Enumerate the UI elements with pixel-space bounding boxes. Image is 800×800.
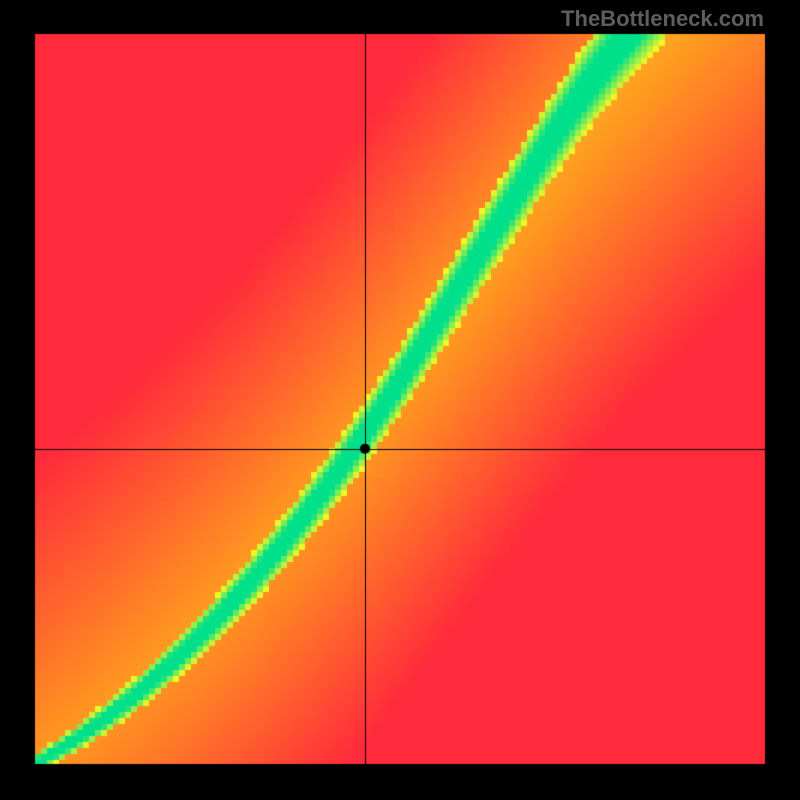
watermark-text: TheBottleneck.com — [561, 6, 764, 32]
chart-container: TheBottleneck.com — [0, 0, 800, 800]
bottleneck-heatmap — [0, 0, 800, 800]
